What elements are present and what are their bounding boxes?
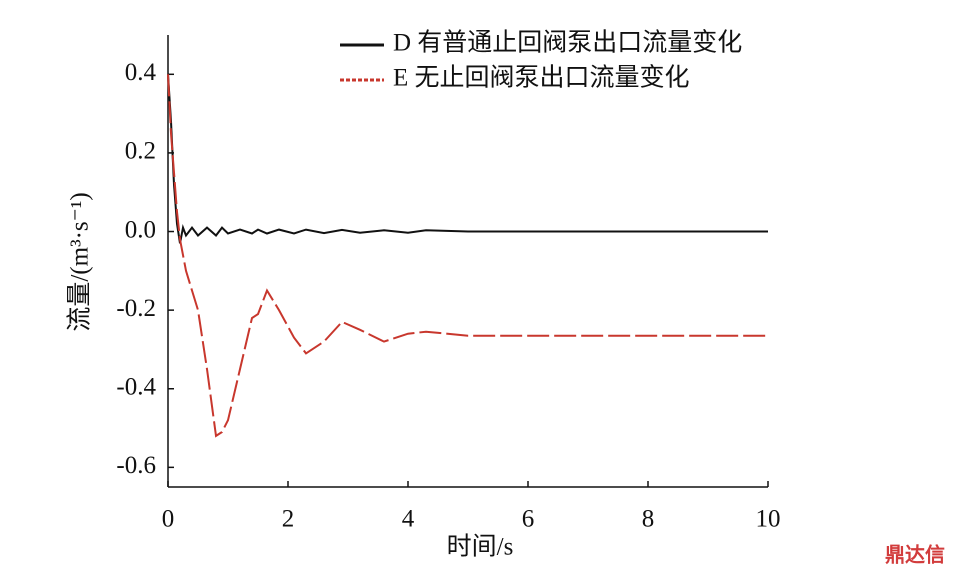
x-tick-label: 4 [402,506,415,533]
x-tick-label: 10 [756,506,781,533]
x-tick-label: 8 [642,506,655,533]
y-tick-label: -0.4 [116,373,156,400]
y-tick-label: 0.4 [125,59,157,86]
x-axis-label: 时间/s [447,533,514,561]
watermark: 鼎达信 [885,543,945,567]
y-tick-label: -0.6 [116,452,156,479]
y-axis-label: 流量/(m³·s⁻¹) [66,192,94,331]
x-tick-label: 2 [282,506,295,533]
x-tick-label: 6 [522,506,535,533]
legend-label: D 有普通止回阀泵出口流量变化 [393,29,742,57]
data-line [167,74,768,438]
y-tick-label: -0.2 [116,295,156,322]
y-tick-label: 0.0 [125,216,156,243]
legend-label: E 无止回阀泵出口流量变化 [393,64,690,92]
y-tick-label: 0.2 [125,138,156,165]
data-line [167,74,768,244]
x-tick-label: 0 [162,506,175,533]
